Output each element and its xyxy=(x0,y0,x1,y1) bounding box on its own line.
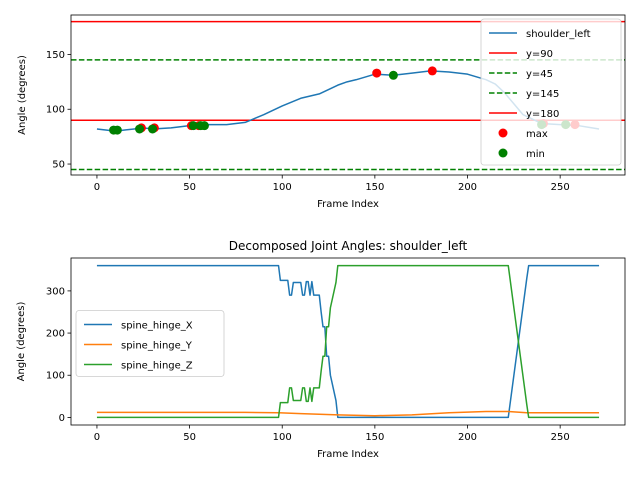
y-axis-label: Angle (degrees) xyxy=(16,302,27,382)
y-tick-label: 50 xyxy=(52,160,65,171)
legend-label: spine_hinge_X xyxy=(121,321,193,332)
x-tick-label: 0 xyxy=(94,182,100,193)
x-tick-label: 50 xyxy=(183,182,196,193)
x-axis-label: Frame Index xyxy=(317,199,379,210)
legend-label: min xyxy=(526,149,545,160)
y-axis-label: Angle (degrees) xyxy=(17,55,28,135)
plot-area xyxy=(71,20,625,171)
legend-swatch-max xyxy=(498,128,508,138)
axes-frame xyxy=(70,257,626,426)
x-tick-label: 250 xyxy=(551,182,570,193)
x-axis-label: Frame Index xyxy=(317,449,379,460)
x-tick-label: 200 xyxy=(458,182,477,193)
y-tick-label: 100 xyxy=(46,105,65,116)
marker-min xyxy=(188,121,198,131)
x-tick-label: 0 xyxy=(94,432,100,443)
marker-min xyxy=(199,121,209,131)
legend-label: max xyxy=(526,129,548,140)
legend-label: y=90 xyxy=(526,49,553,60)
marker-min xyxy=(135,124,145,134)
x-tick-label: 50 xyxy=(183,432,196,443)
y-tick-label: 0 xyxy=(59,413,65,424)
x-tick-label: 100 xyxy=(273,182,292,193)
top-axes: 0 50 100 150 200 250 50 100 150 Frame Index Angle … xyxy=(17,14,626,210)
chart-title: Decomposed Joint Angles: shoulder_left xyxy=(229,239,468,253)
legend-label: spine_hinge_Y xyxy=(121,341,193,352)
legend-swatch-min xyxy=(498,148,508,158)
bottom-axes: 0 50 100 150 200 250 0 100 200 300 Frame Index Angl… xyxy=(16,239,626,460)
x-tick-label: 150 xyxy=(365,182,384,193)
legend-label: y=145 xyxy=(526,89,559,100)
y-tick-label: 200 xyxy=(46,329,65,340)
series-line-spine_hinge_Y xyxy=(96,410,600,417)
legend-frame xyxy=(75,310,225,377)
y-tick-label: 100 xyxy=(46,371,65,382)
marker-min xyxy=(112,125,122,135)
x-tick-label: 100 xyxy=(273,432,292,443)
legend-label: shoulder_left xyxy=(526,29,591,40)
legend-label: y=45 xyxy=(526,69,553,80)
axes-frame xyxy=(70,14,626,176)
x-tick-label: 150 xyxy=(365,432,384,443)
plot-area xyxy=(96,264,600,419)
marker-max xyxy=(372,68,382,78)
legend-frame xyxy=(480,18,622,166)
series-line-spine_hinge_X xyxy=(96,264,600,419)
marker-min xyxy=(388,70,398,80)
legend: shoulder_left y=90 y=45 y=145 y=180 max min xyxy=(480,18,622,166)
marker-min xyxy=(148,124,158,134)
legend-label: y=180 xyxy=(526,109,559,120)
y-tick-label: 300 xyxy=(46,286,65,297)
x-tick-label: 200 xyxy=(458,432,477,443)
legend: spine_hinge_X spine_hinge_Y spine_hinge_Z xyxy=(75,310,225,377)
x-tick-label: 250 xyxy=(551,432,570,443)
legend-label: spine_hinge_Z xyxy=(121,361,193,372)
series-line-spine_hinge_Z xyxy=(96,264,600,419)
y-tick-label: 150 xyxy=(46,50,65,61)
marker-max xyxy=(427,66,437,76)
